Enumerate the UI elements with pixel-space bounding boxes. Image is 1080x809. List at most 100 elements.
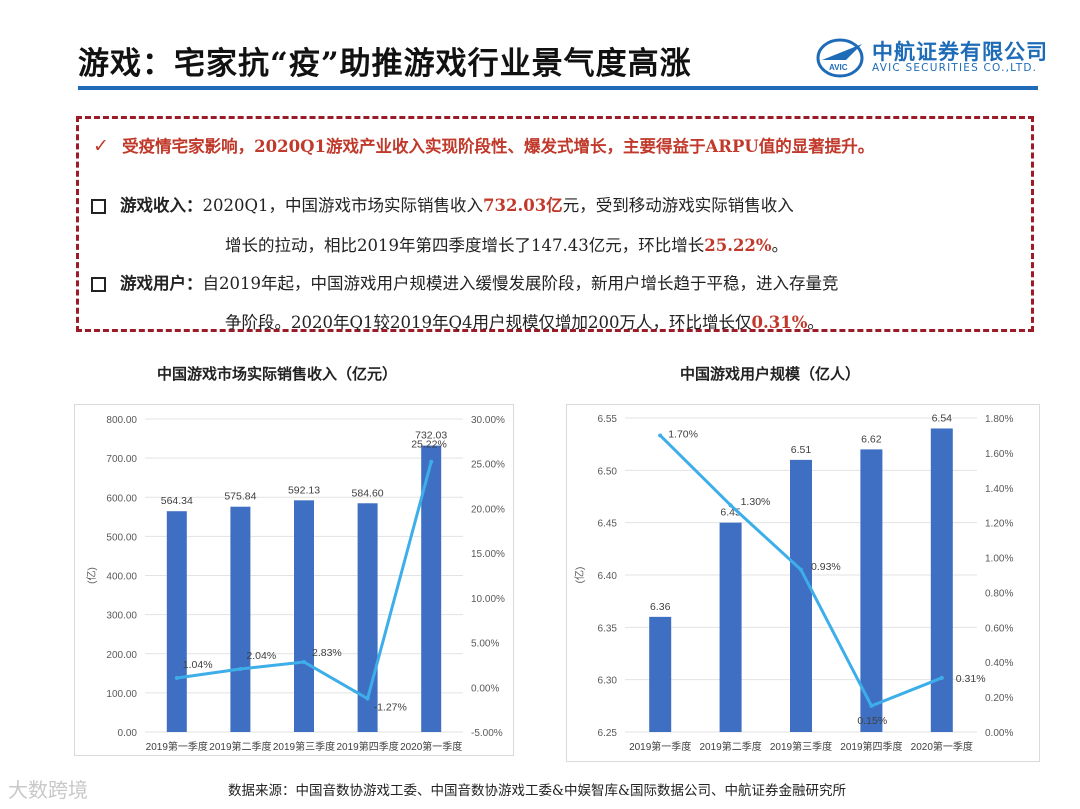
revenue-chart-frame: 0.00 100.00 200.00 300.00 400.00 500.00 600.00… [74,404,514,756]
revenue-text-2b: 。 [771,236,789,255]
check-icon: ✓ [93,135,109,157]
y2-tick-label: 1.40% [985,484,1013,495]
y-tick-label: 800.00 [106,415,137,426]
bar [166,511,187,732]
y2-tick-label: 0.00% [985,728,1013,739]
growth-rate-point [658,433,663,438]
y-tick-label: 6.40 [598,571,618,582]
y-tick-label: 6.35 [598,623,618,634]
users-text-2a: 争阶段。2020年Q1较2019年Q4用户规模仅增加200万人，环比增长仅 [225,313,752,332]
bar-value-label: 6.36 [650,601,671,613]
watermark: 大数跨境 [8,774,88,803]
y2-tick-label: 5.00% [471,639,499,650]
x-tick-label: 2019第一季度 [629,740,691,753]
revenue-row-2: 增长的拉动，相比2019年第四季度增长了147.43亿元，环比增长25.22%。 [225,232,788,256]
revenue-highlight-2: 25.22% [704,236,772,255]
page-title: 游戏：宅家抗“疫”助推游戏行业景气度高涨 [78,46,692,82]
bar [860,449,883,732]
y-tick-label: 200.00 [106,650,137,661]
headline-text: 受疫情宅家影响，2020Q1游戏产业收入实现阶段性、爆发式增长，主要得益于ARP… [122,137,875,156]
y2-tick-label: -5.00% [471,728,503,739]
y2-tick-label: 30.00% [471,415,505,426]
users-text-1: 自2019年起，中国游戏用户规模进入缓慢发展阶段，新用户增长趋于平稳，进入存量竞 [202,274,839,293]
bar [790,459,812,732]
x-tick-label: 2019第二季度 [699,740,761,753]
y2-tick-label: 25.00% [471,460,505,471]
growth-rate-label: 2.83% [312,647,342,659]
y-tick-label: 600.00 [106,493,137,504]
growth-rate-point [365,696,370,701]
revenue-chart-title: 中国游戏市场实际销售收入（亿元） [157,365,398,383]
bar-value-label: 732.03 [415,430,447,442]
y2-tick-label: 1.80% [985,414,1013,425]
users-label: 游戏用户： [120,274,203,293]
revenue-text-2a: 增长的拉动，相比2019年第四季度增长了147.43亿元，环比增长 [225,236,705,255]
square-bullet-icon [91,199,106,214]
data-source-note: 数据来源：中国音数协游戏工委、中国音数协游戏工委&中娱智库&国际数据公司、中航证… [228,783,847,799]
growth-rate-label: 25.22% [411,439,447,451]
company-logo: AVIC 中航证券有限公司 AVIC SECURITIES CO.,LTD. [816,36,1048,80]
growth-rate-label: 0.93% [811,561,841,573]
x-tick-label: 2019第二季度 [209,740,271,753]
growth-rate-label: 1.70% [668,428,698,440]
logo-company-name: 中航证券有限公司 [872,40,1048,64]
x-tick-label: 2019第一季度 [146,740,208,753]
y-tick-label: 500.00 [106,532,137,543]
y-tick-label: 6.50 [598,466,618,477]
bar [719,522,742,732]
bar [294,500,314,732]
y-tick-label: 400.00 [106,572,137,583]
x-tick-label: 2019第三季度 [770,740,832,753]
bar-value-label: 584.60 [352,487,384,499]
growth-rate-label: 0.15% [857,715,887,727]
revenue-text-1a: 2020Q1，中国游戏市场实际销售收入 [202,196,484,215]
y2-tick-label: 10.00% [471,594,505,605]
x-tick-label: 2019第四季度 [336,740,398,753]
bar-value-label: 6.51 [791,444,812,456]
growth-rate-point [728,503,733,508]
page-header: 游戏：宅家抗“疫”助推游戏行业景气度高涨 AVIC 中航证券有限公司 AVIC … [0,0,1080,92]
revenue-label: 游戏收入： [120,196,203,215]
users-row-1: 游戏用户：自2019年起，中国游戏用户规模进入缓慢发展阶段，新用户增长趋于平稳，… [91,270,839,294]
growth-rate-point [429,459,434,464]
revenue-row-1: 游戏收入：2020Q1，中国游戏市场实际销售收入732.03亿元，受到移动游戏实… [91,192,794,216]
growth-rate-label: 1.30% [741,496,771,508]
square-bullet-icon [91,277,106,292]
y2-tick-label: 1.20% [985,519,1013,530]
y2-tick-label: 15.00% [471,549,505,560]
bar [930,428,953,732]
revenue-chart: 0.00 100.00 200.00 300.00 400.00 500.00 600.00… [85,415,505,753]
header-rule [78,86,1038,90]
growth-rate-point [174,675,179,680]
y2-tick-label: 0.00% [471,683,499,694]
bar-value-label: 6.54 [932,412,953,424]
x-tick-label: 2019第三季度 [273,740,335,753]
y-tick-label: 300.00 [106,611,137,622]
x-tick-label: 2020第一季度 [911,740,973,753]
users-chart-title: 中国游戏用户规模（亿人） [680,365,861,383]
y-axis-label: (亿) [85,567,98,584]
y2-tick-label: 1.60% [985,449,1013,460]
x-tick-label: 2020第一季度 [400,740,462,753]
y-tick-label: 700.00 [106,454,137,465]
y-tick-label: 6.30 [598,676,618,687]
summary-box: ✓ 受疫情宅家影响，2020Q1游戏产业收入实现阶段性、爆发式增长，主要得益于A… [76,116,1034,332]
growth-rate-label: 1.04% [183,659,213,671]
growth-rate-label: 2.04% [246,650,276,662]
bar-value-label: 592.13 [288,484,320,496]
growth-rate-point [238,667,243,672]
y-tick-label: 100.00 [106,689,137,700]
bar [230,506,251,732]
y-tick-label: 6.45 [598,519,618,530]
revenue-highlight-1: 732.03亿 [483,196,563,215]
y2-tick-label: 0.40% [985,658,1013,669]
bar-value-label: 564.34 [161,495,193,507]
bar [421,445,442,732]
x-tick-label: 2019第四季度 [840,740,902,753]
y-axis-label: (亿) [573,567,586,584]
growth-rate-label: -1.27% [374,702,407,714]
growth-rate-point [869,703,874,708]
bar-value-label: 6.62 [861,433,882,445]
users-chart: 6.25 6.30 6.35 6.40 6.45 6.50 6.55 0.00% 0.20% 0.… [573,412,1013,753]
users-text-2b: 。 [807,313,824,332]
